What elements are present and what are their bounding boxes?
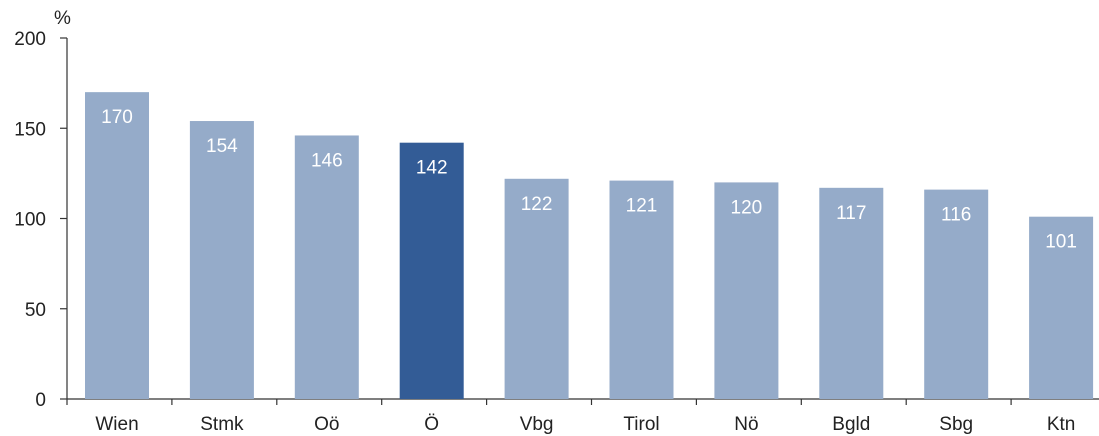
x-ticks: Wien Stmk Oö Ö Vbg Tirol Nö Bgld Sbg Ktn xyxy=(66,399,1076,435)
data-label-stmk: 154 xyxy=(206,136,238,157)
category-label-no: Nö xyxy=(734,414,758,435)
y-tick-label: 0 xyxy=(35,390,46,411)
bar-no xyxy=(714,182,779,399)
bar-ktn xyxy=(1029,216,1094,399)
y-ticks: 0 50 100 150 200 xyxy=(14,29,67,411)
data-label-o: 142 xyxy=(416,158,448,179)
y-axis-unit-label: % xyxy=(54,8,71,29)
category-label-oo: Oö xyxy=(314,414,339,435)
y-tick-label: 50 xyxy=(25,300,46,321)
category-label-bgld: Bgld xyxy=(832,414,870,435)
y-tick-label: 100 xyxy=(14,210,46,231)
y-tick-label: 200 xyxy=(14,29,46,50)
category-label-sbg: Sbg xyxy=(939,414,973,435)
bar-wien xyxy=(85,92,149,400)
x-axis: Wien Stmk Oö Ö Vbg Tirol Nö Bgld Sbg Ktn xyxy=(66,398,1099,435)
data-label-oo: 146 xyxy=(311,150,343,171)
category-label-tirol: Tirol xyxy=(623,414,659,435)
data-label-no: 120 xyxy=(731,197,763,218)
data-label-vbg: 122 xyxy=(521,194,553,215)
category-label-ktn: Ktn xyxy=(1047,414,1076,435)
category-label-o: Ö xyxy=(424,414,439,435)
bar-stmk xyxy=(189,121,254,399)
y-axis: % 0 50 100 150 200 xyxy=(14,8,71,411)
category-label-wien: Wien xyxy=(95,414,138,435)
y-tick-label: 150 xyxy=(14,119,46,140)
bar-sbg xyxy=(924,189,989,399)
data-label-tirol: 121 xyxy=(626,196,658,217)
bar-oo xyxy=(294,135,359,399)
bars: 170 154 146 142 122 121 120 117 116 101 xyxy=(85,92,1094,400)
data-label-bgld: 117 xyxy=(836,203,866,224)
bar-bgld xyxy=(819,187,884,399)
category-label-vbg: Vbg xyxy=(520,414,554,435)
bar-o xyxy=(399,142,464,399)
bar-tirol xyxy=(609,180,674,399)
bar-vbg xyxy=(504,178,569,399)
category-label-stmk: Stmk xyxy=(200,414,244,435)
data-label-wien: 170 xyxy=(101,107,133,128)
data-label-ktn: 101 xyxy=(1045,232,1077,253)
data-label-sbg: 116 xyxy=(941,205,971,226)
